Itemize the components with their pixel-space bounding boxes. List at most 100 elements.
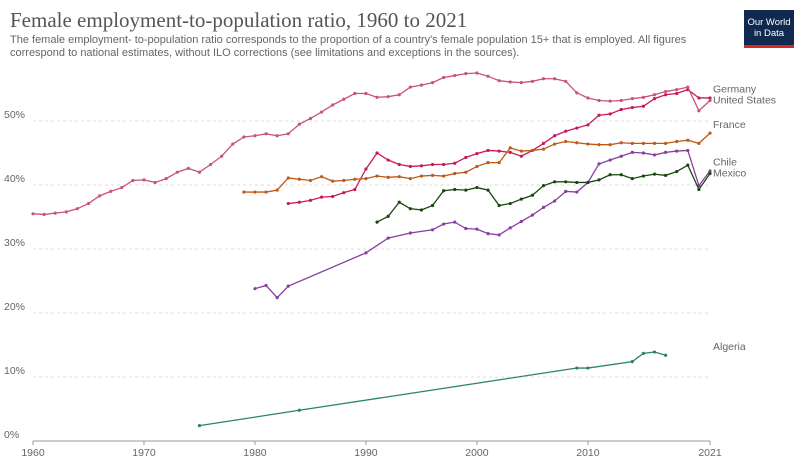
point: [375, 220, 379, 224]
point: [397, 200, 401, 204]
point: [664, 353, 668, 357]
point: [242, 135, 246, 139]
line: [288, 88, 710, 205]
point: [442, 75, 446, 80]
point: [641, 104, 646, 108]
point: [408, 85, 412, 89]
line: [32, 72, 711, 216]
point: [575, 141, 579, 145]
point: [541, 147, 546, 151]
point: [686, 163, 690, 167]
point: [586, 142, 590, 146]
point: [319, 195, 324, 199]
point: [697, 96, 701, 100]
point: [553, 142, 557, 146]
point: [308, 178, 313, 183]
point: [430, 162, 435, 167]
point: [197, 170, 202, 174]
point: [208, 162, 213, 167]
point: [519, 154, 523, 158]
point: [408, 207, 412, 211]
point: [486, 232, 490, 236]
x-tick-label: 1970: [132, 447, 156, 459]
point: [397, 175, 401, 179]
point: [142, 178, 146, 182]
point: [564, 79, 568, 83]
point: [319, 175, 324, 179]
x-tick-label: 2000: [465, 447, 489, 459]
point: [475, 152, 479, 156]
point: [197, 424, 202, 428]
line: [199, 351, 666, 427]
point: [353, 177, 357, 181]
point: [708, 96, 712, 100]
series-label: Mexico: [713, 168, 746, 180]
point: [575, 126, 579, 130]
point: [575, 91, 579, 95]
point: [541, 141, 546, 145]
point: [619, 98, 623, 103]
point: [375, 174, 379, 178]
point: [386, 214, 390, 218]
series-label: Chile: [713, 157, 737, 169]
point: [652, 172, 657, 176]
point: [541, 77, 546, 81]
point: [530, 148, 535, 153]
point: [508, 146, 512, 150]
point: [664, 141, 668, 145]
point: [253, 190, 257, 194]
point: [397, 93, 401, 97]
point: [553, 199, 557, 203]
series-label: Algeria: [713, 341, 746, 353]
point: [419, 164, 424, 168]
point: [541, 205, 546, 209]
point: [275, 134, 279, 138]
y-tick-label: 30%: [4, 237, 25, 249]
point: [686, 138, 690, 142]
point: [497, 203, 501, 208]
point: [464, 170, 468, 174]
point: [564, 189, 568, 193]
x-tick-label: 1980: [243, 447, 267, 459]
point: [497, 79, 501, 83]
point: [386, 158, 390, 162]
point: [541, 184, 546, 188]
point: [519, 197, 523, 201]
point: [708, 131, 712, 135]
point: [42, 212, 46, 217]
point: [652, 153, 657, 157]
point: [342, 191, 346, 195]
point: [308, 198, 313, 202]
point: [419, 208, 424, 212]
point: [453, 73, 457, 78]
point: [453, 171, 457, 176]
series-label: United States: [713, 95, 776, 107]
point: [597, 162, 601, 166]
point: [264, 190, 268, 194]
point: [630, 105, 634, 110]
point: [186, 166, 190, 170]
point: [630, 150, 634, 154]
point: [442, 162, 446, 167]
point: [497, 161, 501, 165]
point: [386, 175, 390, 179]
point: [486, 74, 490, 78]
logo[interactable]: Our World in Data: [744, 10, 794, 48]
point: [708, 98, 712, 103]
x-tick-label: 1990: [354, 447, 378, 459]
point: [364, 91, 368, 96]
point: [220, 154, 224, 158]
point: [597, 178, 601, 182]
point: [97, 194, 102, 198]
point: [430, 203, 435, 208]
point: [453, 161, 457, 165]
point: [297, 408, 301, 412]
point: [652, 97, 657, 101]
point: [686, 85, 690, 89]
point: [530, 193, 535, 197]
point: [664, 89, 668, 94]
point: [297, 177, 301, 181]
point: [275, 296, 279, 300]
point: [164, 177, 168, 181]
